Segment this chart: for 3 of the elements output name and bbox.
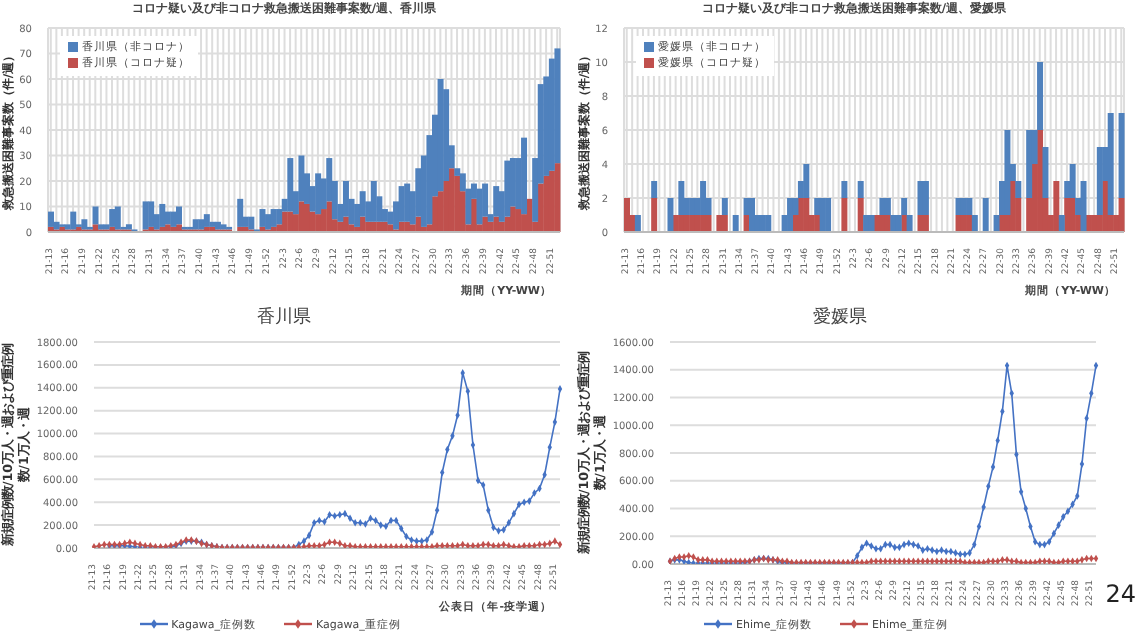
text: 24: [1105, 580, 1136, 608]
chart-title: 香川県: [255, 305, 313, 332]
chart-title: 愛媛県: [811, 305, 869, 332]
